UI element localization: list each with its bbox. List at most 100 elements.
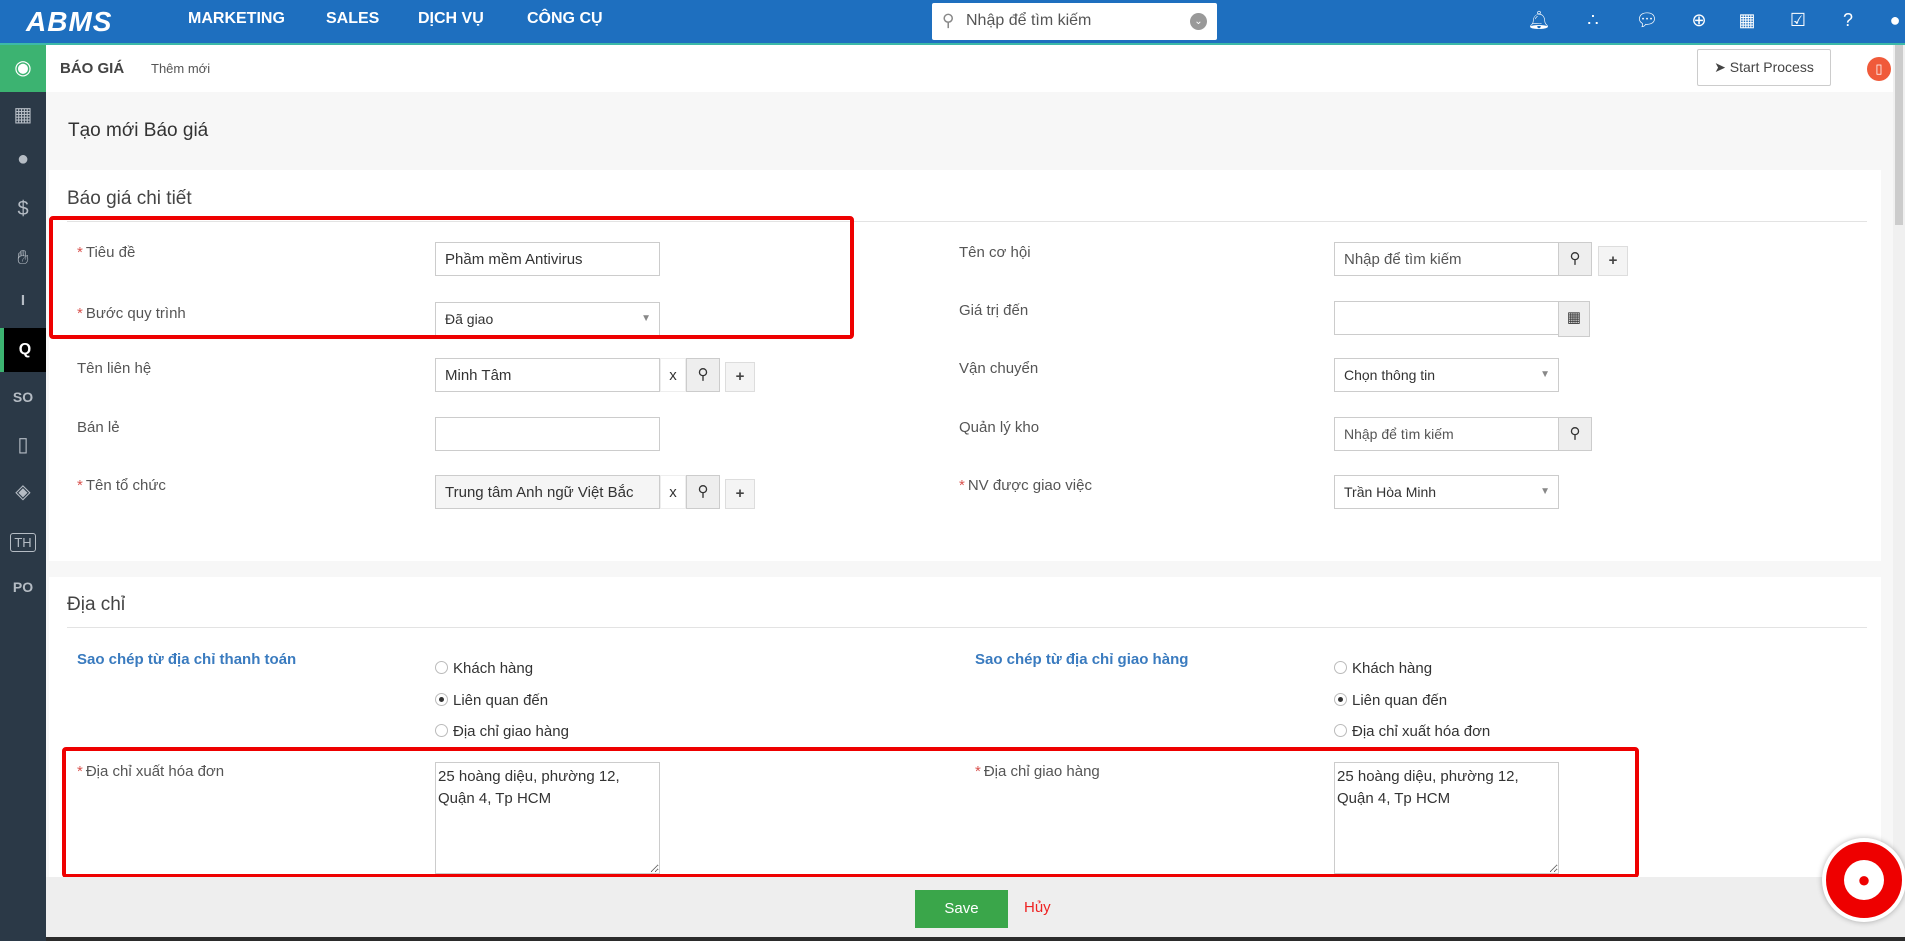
add-contact-button[interactable]: +: [725, 362, 755, 392]
shipping-radio-dia-chi-xuat-hoa-don[interactable]: Địa chỉ xuất hóa đơn: [1334, 723, 1490, 740]
search-warehouse-button[interactable]: ⚲: [1558, 417, 1592, 451]
van-chuyen-select[interactable]: Chọn thông tin ▼: [1334, 358, 1559, 392]
label-gia-tri-den: Giá trị đến: [959, 302, 1029, 319]
label-ban-le: Bán lẻ: [77, 419, 120, 436]
label-buoc-quy-trinh: * Bước quy trình: [77, 305, 186, 322]
th-icon[interactable]: TH: [0, 523, 46, 563]
copy-billing-address-link[interactable]: Sao chép từ địa chỉ thanh toán: [77, 651, 297, 668]
search-opportunity-button[interactable]: ⚲: [1558, 242, 1592, 276]
cubes-icon[interactable]: ∴: [1587, 10, 1599, 30]
billing-radio-khach-hang[interactable]: Khách hàng: [435, 660, 533, 677]
section-title-address: Địa chỉ: [67, 594, 126, 615]
target-icon[interactable]: ◉: [0, 45, 46, 92]
divider: [67, 627, 1867, 628]
caret-down-icon: ▼: [1540, 486, 1550, 497]
comments-icon[interactable]: 💬︎: [1635, 10, 1659, 30]
radio-button[interactable]: [1334, 693, 1347, 706]
purchase-order-icon[interactable]: PO: [12, 579, 34, 595]
shipping-radio-khach-hang[interactable]: Khách hàng: [1334, 660, 1432, 677]
start-process-button[interactable]: ➤ Start Process: [1697, 49, 1831, 86]
bell-icon[interactable]: 🔔︎: [1527, 10, 1551, 30]
ten-to-chuc-input[interactable]: Trung tâm Anh ngữ Việt Bắc: [435, 475, 660, 509]
shipping-address-textarea[interactable]: 25 hoàng diệu, phường 12, Quận 4, Tp HCM: [1334, 762, 1559, 874]
search-icon: ⚲: [697, 483, 709, 500]
breadcrumb-bar: BÁO GIÁ Thêm mới ➤ Start Process ▯: [46, 45, 1905, 92]
quote-icon[interactable]: Q: [0, 328, 46, 372]
search-organization-button[interactable]: ⚲: [686, 475, 720, 509]
ban-le-input[interactable]: [435, 417, 660, 451]
person-icon[interactable]: ●: [16, 148, 30, 170]
breadcrumb-action: Thêm mới: [151, 61, 211, 76]
search-icon: ⚲: [1569, 250, 1581, 267]
calendar-icon[interactable]: ▦: [1558, 301, 1590, 337]
abms-logo[interactable]: ABMS: [26, 6, 113, 37]
mobile-chat-icon[interactable]: ▯: [17, 434, 29, 456]
clipboard-icon[interactable]: ▯: [1867, 57, 1891, 81]
radio-button[interactable]: [435, 724, 448, 737]
label-van-chuyen: Vận chuyển: [959, 360, 1039, 377]
start-process-label: Start Process: [1729, 59, 1814, 75]
quan-ly-kho-input[interactable]: Nhập để tìm kiếm: [1334, 417, 1559, 451]
highlight-box: [62, 747, 1639, 878]
box-icon[interactable]: ◈: [15, 481, 31, 503]
search-input[interactable]: Nhập để tìm kiếm: [966, 12, 1092, 29]
save-button[interactable]: Save: [915, 890, 1008, 928]
location-arrow-icon: ➤: [1714, 59, 1726, 75]
cancel-link[interactable]: Hủy: [1024, 899, 1051, 916]
copy-shipping-address-link[interactable]: Sao chép từ địa chỉ giao hàng: [975, 651, 1189, 668]
label-quan-ly-kho: Quản lý kho: [959, 419, 1040, 436]
nav-dich-vu[interactable]: DỊCH VỤ: [418, 10, 484, 27]
hand-wrench-icon[interactable]: ✋︎: [17, 247, 29, 269]
breadcrumb-module[interactable]: BÁO GIÁ: [60, 60, 125, 77]
nv-giao-viec-select[interactable]: Trần Hòa Minh ▼: [1334, 475, 1559, 509]
calendar-icon[interactable]: ▦: [1738, 10, 1756, 30]
top-navbar: ABMS MARKETING SALES DỊCH VỤ CÔNG CỤ ⚲ N…: [0, 0, 1905, 45]
radio-button[interactable]: [435, 661, 448, 674]
scrollbar[interactable]: [1893, 45, 1905, 877]
label-nv-giao-viec: * NV được giao việc: [959, 477, 1092, 494]
radio-button[interactable]: [1334, 724, 1347, 737]
plus-circle-icon[interactable]: ⊕: [1691, 10, 1707, 30]
nav-sales[interactable]: SALES: [326, 10, 380, 27]
gia-tri-den-input[interactable]: [1334, 301, 1559, 335]
clear-contact-button[interactable]: x: [660, 358, 686, 392]
label-ten-to-chuc: * Tên tổ chức: [77, 477, 166, 494]
form-footer: Save Hủy: [46, 877, 1905, 941]
radio-button[interactable]: [435, 693, 448, 706]
scrollbar-thumb[interactable]: [1895, 45, 1903, 225]
checkbox-icon[interactable]: ☑: [1789, 10, 1807, 30]
address-card: Địa chỉ Sao chép từ địa chỉ thanh toán K…: [49, 577, 1881, 877]
label-ten-co-hoi: Tên cơ hội: [959, 244, 1031, 261]
sales-order-icon[interactable]: SO: [12, 389, 34, 405]
billing-address-textarea[interactable]: 25 hoàng diệu, phường 12, Quận 4, Tp HCM: [435, 762, 660, 874]
label-ten-lien-he: Tên liên hệ: [77, 360, 152, 377]
nav-marketing[interactable]: MARKETING: [188, 10, 285, 27]
global-search[interactable]: ⚲ Nhập để tìm kiếm ⌄: [932, 3, 1217, 40]
ten-co-hoi-input[interactable]: Nhập để tìm kiếm: [1334, 242, 1559, 276]
section-title-details: Báo giá chi tiết: [67, 188, 192, 209]
shipping-radio-lien-quan[interactable]: Liên quan đến: [1334, 692, 1447, 709]
radio-button[interactable]: [1334, 661, 1347, 674]
label-tieu-de: * Tiêu đề: [77, 244, 136, 261]
search-contact-button[interactable]: ⚲: [686, 358, 720, 392]
caret-down-icon: ▼: [641, 313, 651, 324]
building-icon[interactable]: ▦: [13, 104, 33, 126]
tieu-de-input[interactable]: Phầm mềm Antivirus: [435, 242, 660, 276]
caret-down-icon: ▼: [1540, 369, 1550, 380]
floating-support-button[interactable]: ●: [1822, 838, 1905, 922]
ten-lien-he-input[interactable]: Minh Tâm: [435, 358, 660, 392]
user-icon[interactable]: ●: [1889, 10, 1901, 30]
add-organization-button[interactable]: +: [725, 479, 755, 509]
billing-radio-dia-chi-giao-hang[interactable]: Địa chỉ giao hàng: [435, 723, 569, 740]
help-icon[interactable]: ?: [1842, 10, 1853, 30]
buoc-quy-trinh-select[interactable]: Đã giao ▼: [435, 302, 660, 336]
label-shipping-address: * Địa chỉ giao hàng: [975, 763, 1100, 780]
money-bag-icon[interactable]: $: [17, 198, 29, 220]
clear-organization-button[interactable]: x: [660, 475, 686, 509]
person-icon: ●: [1844, 860, 1884, 900]
billing-radio-lien-quan[interactable]: Liên quan đến: [435, 692, 548, 709]
chevron-down-icon[interactable]: ⌄: [1190, 13, 1207, 30]
add-opportunity-button[interactable]: +: [1598, 246, 1628, 276]
invoice-icon[interactable]: I: [20, 292, 26, 309]
nav-cong-cu[interactable]: CÔNG CỤ: [527, 10, 603, 27]
